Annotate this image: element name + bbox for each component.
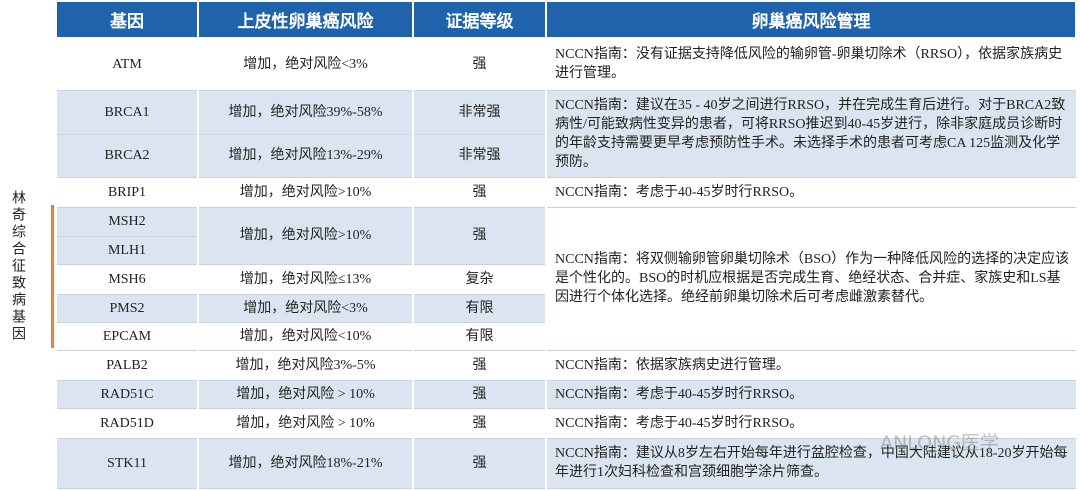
- gene: MSH2: [55, 207, 198, 237]
- gene: EPCAM: [55, 322, 198, 351]
- header-cell: 卵巢癌风险管理: [545, 0, 1077, 39]
- risk: 增加，绝对风险 > 10%: [197, 408, 413, 439]
- management: NCCN指南：依据家族病史进行管理。: [545, 350, 1076, 381]
- gene: ATM: [55, 38, 198, 91]
- gene: PALB2: [55, 350, 198, 381]
- evidence: 有限: [412, 294, 546, 323]
- row: RAD51C 增加，绝对风险 > 10% 强 NCCN指南：考虑于40-45岁时行RR…: [55, 380, 1076, 409]
- evidence: 强: [412, 438, 546, 489]
- row: MLH1: [55, 236, 1076, 265]
- evidence: 强: [412, 380, 546, 409]
- watermark: ANLONG医学: [880, 432, 1000, 454]
- group-bar: [51, 205, 54, 348]
- management: NCCN指南：考虑于40-45岁时行RRSO。: [545, 408, 1076, 439]
- evidence: 强: [412, 207, 546, 265]
- row: BRIP1 增加，绝对风险>10% 强 NCCN指南：考虑于40-45岁时行RRSO。: [55, 177, 1076, 208]
- gene: MLH1: [55, 236, 198, 265]
- row: EPCAM 增加，绝对风险<10% 有限: [55, 322, 1076, 351]
- evidence: 强: [412, 177, 546, 208]
- management: NCCN指南：考虑于40-45岁时行RRSO。: [545, 380, 1076, 409]
- row: MSH2 增加，绝对风险>10% 强 NCCN指南：将双侧输卵管卵巢切除术（BSO）作…: [55, 207, 1076, 351]
- row: BRCA2 增加，绝对风险13%-29% 非常强: [55, 134, 1076, 178]
- risk: 增加，绝对风险13%-29%: [197, 134, 413, 178]
- evidence: 有限: [412, 322, 546, 351]
- risk: 增加，绝对风险>10%: [197, 207, 413, 265]
- gene: PMS2: [55, 294, 198, 323]
- management: NCCN指南：将双侧输卵管卵巢切除术（BSO）作为一种降低风险的选择的决定应该是…: [545, 207, 1076, 351]
- evidence: 复杂: [412, 264, 546, 295]
- row: RAD51D 增加，绝对风险 > 10% 强 NCCN指南：考虑于40-45岁时行RR…: [55, 408, 1076, 439]
- risk: 增加，绝对风险39%-58%: [197, 90, 413, 135]
- gene: MSH6: [55, 264, 198, 295]
- risk: 增加，绝对风险3%-5%: [197, 350, 413, 381]
- row: STK11 增加，绝对风险18%-21% 强 NCCN指南：建议从8岁左右开始每年进行…: [55, 438, 1076, 489]
- row: PMS2 增加，绝对风险<3% 有限: [55, 294, 1076, 323]
- risk: 增加，绝对风险>10%: [197, 177, 413, 208]
- side-label: 林奇综合征致病基因: [10, 190, 26, 343]
- management: NCCN指南：建议从8岁左右开始每年进行盆腔检查，中国大陆建议从18-20岁开始…: [545, 438, 1076, 489]
- header-cell: 基因: [55, 0, 199, 39]
- risk: 增加，绝对风险<3%: [197, 294, 413, 323]
- table: 基因 上皮性卵巢癌风险 证据等级 卵巢癌风险管理 ATM 增加，绝对风险<3% 强 N…: [55, 0, 1077, 489]
- row: MSH6 增加，绝对风险≤13% 复杂: [55, 264, 1076, 295]
- gene: BRIP1: [55, 177, 198, 208]
- header-cell: 上皮性卵巢癌风险: [197, 0, 414, 39]
- gene: RAD51C: [55, 380, 198, 409]
- evidence: 强: [412, 350, 546, 381]
- row: ATM 增加，绝对风险<3% 强 NCCN指南：没有证据支持降低风险的输卵管-卵巢切除…: [55, 38, 1076, 91]
- gene: RAD51D: [55, 408, 198, 439]
- evidence: 强: [412, 38, 546, 91]
- evidence: 强: [412, 408, 546, 439]
- row: BRCA1 增加，绝对风险39%-58% 非常强 NCCN指南：建议在35 - 40岁…: [55, 90, 1076, 178]
- gene: STK11: [55, 438, 198, 489]
- header-row: 基因 上皮性卵巢癌风险 证据等级 卵巢癌风险管理: [55, 0, 1077, 39]
- risk: 增加，绝对风险 > 10%: [197, 380, 413, 409]
- evidence: 非常强: [412, 90, 546, 135]
- risk: 增加，绝对风险18%-21%: [197, 438, 413, 489]
- risk: 增加，绝对风险<10%: [197, 322, 413, 351]
- risk: 增加，绝对风险≤13%: [197, 264, 413, 295]
- evidence: 非常强: [412, 134, 546, 178]
- management: NCCN指南：没有证据支持降低风险的输卵管-卵巢切除术（RRSO），依据家族病史…: [545, 38, 1076, 91]
- row: PALB2 增加，绝对风险3%-5% 强 NCCN指南：依据家族病史进行管理。: [55, 350, 1076, 381]
- gene: BRCA1: [55, 90, 198, 135]
- gene: BRCA2: [55, 134, 198, 178]
- management: NCCN指南：考虑于40-45岁时行RRSO。: [545, 177, 1076, 208]
- header-cell: 证据等级: [412, 0, 547, 39]
- management: NCCN指南：建议在35 - 40岁之间进行RRSO，并在完成生育后进行。对于B…: [545, 90, 1076, 178]
- risk: 增加，绝对风险<3%: [197, 38, 413, 91]
